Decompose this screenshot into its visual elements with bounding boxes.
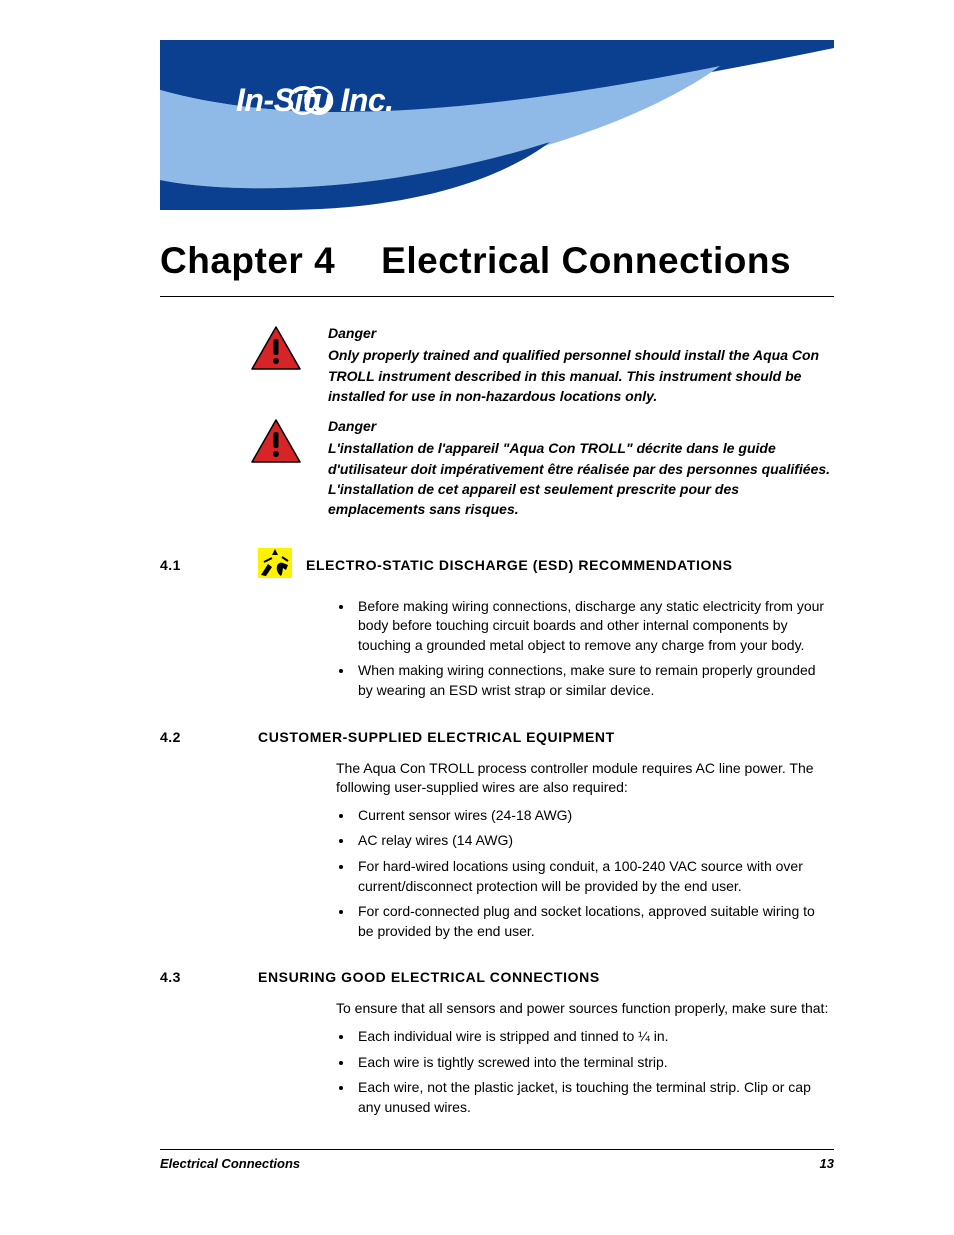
section-number: 4.1 [160, 557, 244, 573]
section-number: 4.2 [160, 729, 244, 745]
list-item: Each individual wire is stripped and tin… [354, 1027, 834, 1047]
footer-title: Electrical Connections [160, 1156, 300, 1171]
section-intro: The Aqua Con TROLL process controller mo… [336, 759, 834, 798]
danger-block: Danger L'installation de l'appareil "Aqu… [160, 416, 834, 519]
page-footer: Electrical Connections 13 [160, 1149, 834, 1171]
chapter-title-text: Electrical Connections [381, 240, 791, 282]
danger-label: Danger [328, 323, 834, 343]
list-item: AC relay wires (14 AWG) [354, 831, 834, 851]
danger-icon [160, 323, 302, 406]
section-title: ELECTRO-STATIC DISCHARGE (ESD) RECOMMEND… [306, 557, 733, 573]
section-title: ENSURING GOOD ELECTRICAL CONNECTIONS [258, 969, 600, 985]
list-item: Before making wiring connections, discha… [354, 597, 834, 656]
list-item: For cord-connected plug and socket locat… [354, 902, 834, 941]
section-intro: To ensure that all sensors and power sou… [336, 999, 834, 1019]
chapter-label: Chapter 4 [160, 240, 335, 282]
danger-text: Danger Only properly trained and qualifi… [328, 323, 834, 406]
section-number: 4.3 [160, 969, 244, 985]
heading-rule [160, 296, 834, 297]
danger-block: Danger Only properly trained and qualifi… [160, 323, 834, 406]
swoosh-graphic [160, 40, 834, 210]
list-item: Each wire, not the plastic jacket, is to… [354, 1078, 834, 1117]
danger-message: L'installation de l'appareil "Aqua Con T… [328, 440, 830, 517]
section-header: 4.3 ENSURING GOOD ELECTRICAL CONNECTIONS [160, 969, 834, 985]
chapter-heading: Chapter 4 Electrical Connections [160, 240, 834, 282]
section-header: 4.1 ELECTRO-STATIC DISCHARGE (ESD) RECOM… [160, 548, 834, 583]
danger-text: Danger L'installation de l'appareil "Aqu… [328, 416, 834, 519]
list-item: When making wiring connections, make sur… [354, 661, 834, 700]
section-bullets: Each individual wire is stripped and tin… [336, 1027, 834, 1117]
danger-icon [160, 416, 302, 519]
brand-logo: In-Situ Inc. [228, 82, 394, 119]
list-item: Each wire is tightly screwed into the te… [354, 1053, 834, 1073]
document-page: In-Situ Inc. Chapter 4 Electrical Connec… [0, 0, 954, 1211]
section-title: CUSTOMER-SUPPLIED ELECTRICAL EQUIPMENT [258, 729, 615, 745]
danger-label: Danger [328, 416, 834, 436]
section-bullets: Before making wiring connections, discha… [336, 597, 834, 701]
page-number: 13 [820, 1156, 834, 1171]
esd-icon [258, 548, 292, 583]
list-item: For hard-wired locations using conduit, … [354, 857, 834, 896]
danger-message: Only properly trained and qualified pers… [328, 347, 819, 404]
list-item: Current sensor wires (24-18 AWG) [354, 806, 834, 826]
section-bullets: Current sensor wires (24-18 AWG) AC rela… [336, 806, 834, 942]
header-swoosh: In-Situ Inc. [160, 40, 834, 210]
section-header: 4.2 CUSTOMER-SUPPLIED ELECTRICAL EQUIPME… [160, 729, 834, 745]
